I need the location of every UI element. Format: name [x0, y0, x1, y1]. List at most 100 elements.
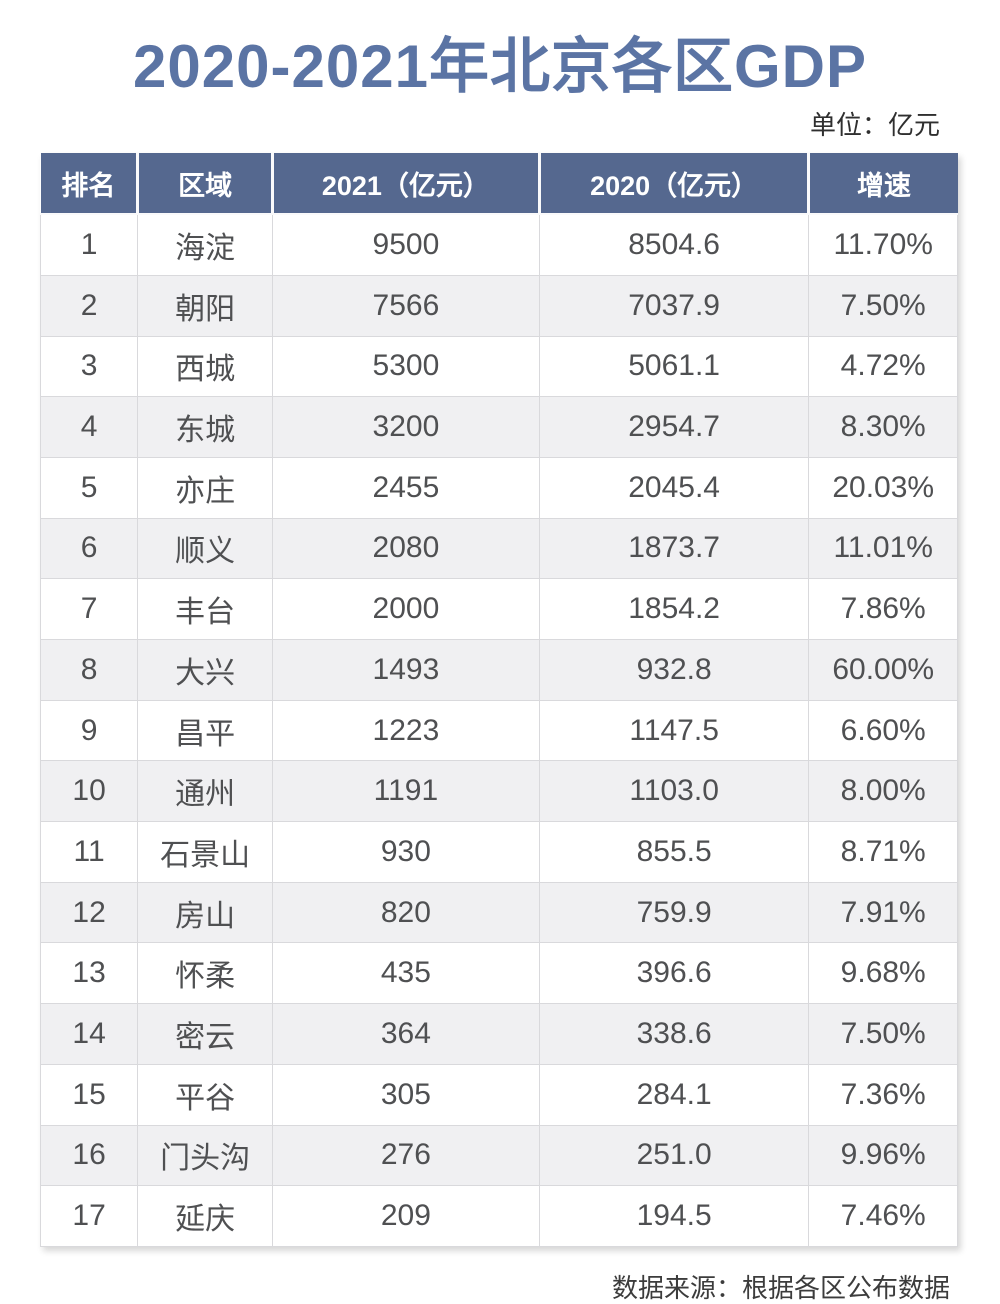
- table-row: 7 丰台 2000 1854.2 7.86%: [39, 578, 958, 640]
- table-cell: 7: [39, 578, 139, 640]
- table-cell: 338.6: [538, 1003, 810, 1065]
- table-cell: 7.46%: [808, 1185, 958, 1247]
- table-cell: 2000: [271, 578, 540, 640]
- table-cell: 20.03%: [808, 456, 958, 519]
- table-cell: 194.5: [538, 1185, 810, 1247]
- table-cell: 11: [39, 821, 139, 883]
- table-cell: 13: [39, 942, 139, 1005]
- table-row: 5 亦庄 2455 2045.4 20.03%: [39, 456, 958, 519]
- table-cell: 7.91%: [808, 881, 958, 944]
- table-cell: 364: [271, 1003, 540, 1065]
- header-row: 排名 区域 2021（亿元） 2020（亿元） 增速: [40, 153, 958, 216]
- table-cell: 932.8: [538, 639, 810, 701]
- table-cell: 6: [39, 517, 139, 580]
- table-cell: 8.30%: [808, 396, 958, 458]
- table-row: 8 大兴 1493 932.8 60.00%: [39, 639, 958, 701]
- table-row: 11 石景山 930 855.5 8.71%: [39, 821, 958, 883]
- table-cell: 1854.2: [538, 578, 810, 640]
- table-row: 16 门头沟 276 251.0 9.96%: [39, 1124, 958, 1187]
- table-cell: 209: [271, 1185, 540, 1247]
- table-cell: 门头沟: [137, 1124, 273, 1187]
- table-section: 单位：亿元 排名 区域 2021（亿元） 2020（亿元） 增速 1 海淀 9500 8504…: [39, 110, 958, 1304]
- table-cell: 11.70%: [808, 213, 958, 276]
- table-cell: 435: [271, 942, 540, 1005]
- table-row: 1 海淀 9500 8504.6 11.70%: [39, 213, 958, 276]
- table-cell: 1873.7: [538, 517, 810, 580]
- table-cell: 2045.4: [538, 456, 810, 519]
- table-cell: 5300: [271, 335, 540, 398]
- table-cell: 12: [39, 881, 139, 944]
- table-cell: 1: [39, 213, 139, 276]
- table-cell: 7.50%: [808, 1003, 958, 1065]
- table-cell: 5: [39, 456, 139, 519]
- gdp-table-header: 排名 区域 2021（亿元） 2020（亿元） 增速: [40, 153, 958, 216]
- table-cell: 海淀: [137, 213, 273, 276]
- column-header: 区域: [136, 153, 273, 216]
- table-cell: 759.9: [538, 881, 810, 944]
- table-cell: 14: [39, 1003, 139, 1065]
- table-cell: 396.6: [538, 942, 810, 1005]
- table-cell: 7.50%: [808, 274, 958, 337]
- table-cell: 15: [39, 1063, 139, 1126]
- table-cell: 8.00%: [808, 760, 958, 823]
- table-cell: 3200: [271, 396, 540, 458]
- table-cell: 7.36%: [808, 1063, 958, 1126]
- table-cell: 9.96%: [808, 1124, 958, 1187]
- table-row: 3 西城 5300 5061.1 4.72%: [39, 335, 958, 398]
- table-cell: 西城: [137, 335, 273, 398]
- table-cell: 昌平: [137, 699, 273, 762]
- source-label: 数据来源：根据各区公布数据: [611, 1272, 950, 1303]
- table-cell: 2080: [271, 517, 540, 580]
- table-cell: 4: [39, 396, 139, 458]
- column-header: 排名: [40, 153, 138, 216]
- table-cell: 1493: [271, 639, 540, 701]
- table-cell: 3: [39, 335, 139, 398]
- table-cell: 亦庄: [137, 456, 273, 519]
- table-cell: 6.60%: [808, 699, 958, 762]
- table-row: 15 平谷 305 284.1 7.36%: [39, 1063, 958, 1126]
- table-cell: 930: [271, 821, 540, 883]
- table-cell: 石景山: [137, 821, 273, 883]
- table-row: 6 顺义 2080 1873.7 11.01%: [39, 517, 958, 580]
- table-cell: 怀柔: [137, 942, 273, 1005]
- table-cell: 276: [271, 1124, 540, 1187]
- table-cell: 8504.6: [538, 213, 810, 276]
- table-cell: 1223: [271, 699, 540, 762]
- table-cell: 7.86%: [808, 578, 958, 640]
- table-row: 9 昌平 1223 1147.5 6.60%: [39, 699, 958, 762]
- table-cell: 延庆: [137, 1185, 273, 1247]
- unit-label: 单位：亿元: [809, 110, 940, 140]
- table-cell: 顺义: [137, 517, 273, 580]
- table-row: 14 密云 364 338.6 7.50%: [39, 1003, 958, 1065]
- table-cell: 1191: [271, 760, 540, 823]
- table-cell: 8.71%: [808, 821, 958, 883]
- table-cell: 7566: [271, 274, 540, 337]
- table-cell: 10: [39, 760, 139, 823]
- table-cell: 5061.1: [538, 335, 810, 398]
- table-cell: 房山: [137, 881, 273, 944]
- table-cell: 855.5: [538, 821, 810, 883]
- table-cell: 丰台: [137, 578, 273, 640]
- column-header: 2021（亿元）: [270, 153, 540, 216]
- table-cell: 7037.9: [538, 274, 810, 337]
- table-row: 12 房山 820 759.9 7.91%: [39, 881, 958, 944]
- table-cell: 9: [39, 699, 139, 762]
- table-cell: 60.00%: [808, 639, 958, 701]
- page-title: 2020-2021年北京各区GDP: [133, 33, 867, 100]
- table-cell: 平谷: [137, 1063, 273, 1126]
- table-row: 13 怀柔 435 396.6 9.68%: [39, 942, 958, 1005]
- table-cell: 305: [271, 1063, 540, 1126]
- column-header: 增速: [807, 153, 958, 216]
- table-cell: 密云: [137, 1003, 273, 1065]
- table-cell: 284.1: [538, 1063, 810, 1126]
- table-cell: 通州: [137, 760, 273, 823]
- table-cell: 17: [39, 1185, 139, 1247]
- table-row: 10 通州 1191 1103.0 8.00%: [39, 760, 958, 823]
- table-row: 4 东城 3200 2954.7 8.30%: [39, 396, 958, 458]
- table-cell: 9500: [271, 213, 540, 276]
- table-cell: 8: [39, 639, 139, 701]
- column-header: 2020（亿元）: [537, 153, 809, 216]
- table-cell: 1103.0: [538, 760, 810, 823]
- table-cell: 2: [39, 274, 139, 337]
- table-cell: 1147.5: [538, 699, 810, 762]
